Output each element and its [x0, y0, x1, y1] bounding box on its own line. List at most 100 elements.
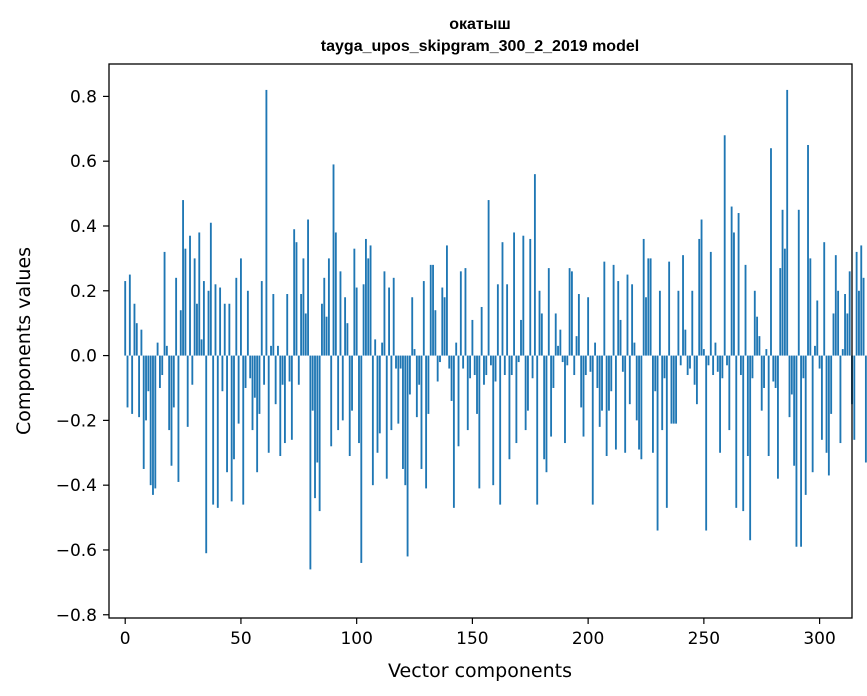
- y-tick-label: −0.2: [56, 411, 97, 431]
- bar-102: [360, 355, 363, 563]
- bar-14: [156, 342, 159, 356]
- bar-241: [682, 255, 684, 356]
- bar-205: [598, 355, 601, 427]
- bar-135: [436, 355, 439, 382]
- bar-34: [202, 281, 205, 356]
- bar-313: [848, 271, 851, 356]
- bar-25: [182, 200, 184, 356]
- bar-154: [480, 306, 483, 356]
- bar-138: [443, 297, 446, 356]
- x-tick-label: 50: [230, 629, 252, 649]
- bar-23: [177, 355, 180, 482]
- bar-166: [508, 355, 511, 460]
- bar-173: [524, 355, 527, 431]
- bar-274: [758, 336, 761, 356]
- bar-267: [742, 355, 745, 512]
- bar-117: [395, 355, 397, 369]
- bar-56: [253, 355, 256, 398]
- bar-78: [304, 313, 307, 356]
- bar-46: [230, 355, 233, 502]
- bar-33: [200, 339, 203, 356]
- bar-222: [638, 355, 640, 450]
- bar-294: [804, 355, 807, 495]
- bar-41: [219, 287, 222, 356]
- bar-262: [730, 206, 733, 356]
- bar-51: [242, 355, 245, 505]
- bar-85: [321, 303, 323, 356]
- bar-210: [610, 355, 613, 392]
- bar-1: [126, 355, 129, 408]
- bar-28: [189, 235, 191, 356]
- bar-152: [476, 355, 478, 414]
- bar-114: [388, 287, 390, 356]
- y-tick-label: −0.6: [56, 541, 97, 561]
- bar-284: [781, 209, 784, 356]
- bar-111: [381, 342, 384, 356]
- bar-70: [286, 294, 289, 356]
- bar-30: [193, 258, 196, 356]
- bar-123: [408, 355, 411, 395]
- bar-179: [538, 290, 541, 356]
- bar-113: [385, 355, 388, 479]
- bar-76: [300, 294, 303, 356]
- bar-49: [237, 355, 240, 424]
- bar-93: [339, 271, 342, 356]
- bar-247: [695, 355, 698, 405]
- bar-61: [265, 89, 268, 356]
- bar-130: [425, 355, 428, 489]
- bar-24: [179, 310, 182, 356]
- bar-269: [746, 355, 749, 457]
- bar-4: [133, 303, 136, 356]
- bar-227: [649, 258, 652, 356]
- bar-29: [191, 355, 194, 385]
- bar-20: [170, 355, 173, 466]
- bar-213: [617, 281, 620, 356]
- bar-92: [337, 355, 340, 431]
- bar-288: [790, 355, 793, 395]
- bar-8: [142, 355, 145, 469]
- bar-177: [533, 174, 536, 356]
- bar-201: [589, 355, 592, 372]
- bar-175: [529, 238, 532, 356]
- bar-68: [281, 355, 284, 385]
- bar-69: [283, 355, 286, 444]
- bar-156: [485, 355, 488, 376]
- bar-163: [501, 242, 504, 356]
- x-tick-label: 200: [572, 629, 604, 649]
- bar-239: [677, 290, 680, 356]
- bar-318: [860, 245, 863, 356]
- bar-255: [714, 342, 717, 356]
- bar-82: [314, 355, 316, 499]
- bar-52: [244, 355, 247, 388]
- bar-128: [420, 355, 423, 469]
- chart-title: окатыш: [449, 16, 511, 33]
- bar-133: [432, 264, 434, 356]
- bar-268: [744, 264, 747, 356]
- bar-31: [196, 303, 198, 356]
- bar-228: [652, 355, 654, 453]
- bar-162: [499, 355, 502, 505]
- bar-245: [691, 290, 694, 356]
- bar-168: [513, 232, 515, 356]
- bar-12: [152, 355, 154, 495]
- bar-98: [351, 355, 353, 411]
- bar-200: [587, 297, 590, 356]
- bar-0: [124, 281, 127, 356]
- bar-81: [311, 355, 314, 411]
- bar-249: [700, 219, 703, 356]
- y-tick-label: 0.6: [70, 152, 97, 172]
- bar-118: [397, 355, 400, 424]
- bar-319: [862, 277, 865, 356]
- bar-220: [633, 342, 636, 356]
- bar-304: [827, 355, 830, 476]
- bar-234: [665, 355, 668, 508]
- bar-204: [596, 355, 599, 388]
- bar-112: [383, 271, 386, 356]
- bar-236: [670, 355, 673, 424]
- bar-7: [140, 329, 143, 356]
- bar-151: [473, 355, 476, 376]
- bar-50: [240, 258, 242, 356]
- bar-169: [515, 355, 518, 444]
- bar-219: [631, 284, 634, 356]
- bar-18: [165, 345, 168, 356]
